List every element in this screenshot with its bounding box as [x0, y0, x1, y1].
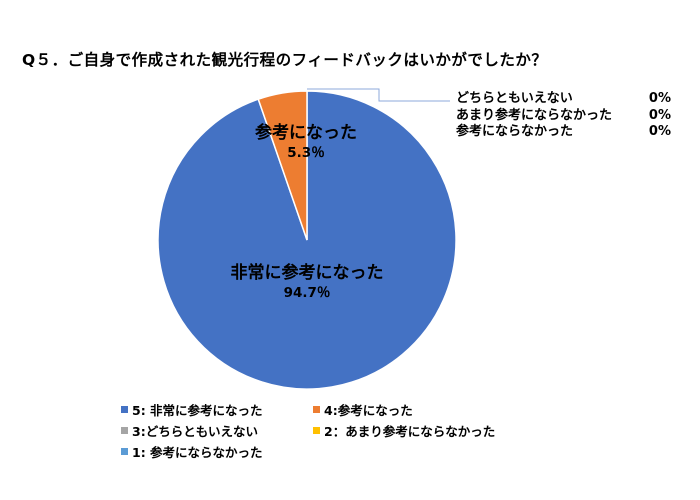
zero-label-row: どちらともいえない 0%: [456, 91, 671, 108]
legend-label: 5: 非常に参考になった: [132, 403, 263, 418]
legend-swatch-icon: [121, 406, 128, 413]
zero-label-value: 0%: [648, 124, 671, 139]
legend-item-2: 2：あまり参考にならなかった: [313, 421, 495, 440]
data-label-helpful-value: 5.3％: [287, 145, 325, 161]
pie-slice-helpful: [257, 90, 308, 241]
data-label-helpful: 参考になった 5.3％: [246, 122, 366, 162]
legend-swatch-icon: [313, 427, 320, 434]
zero-label-value: 0%: [648, 91, 671, 106]
legend-label: 3:どちらともいえない: [132, 424, 258, 439]
leader-line: [307, 88, 450, 102]
zero-label-row: あまり参考にならなかった 0%: [456, 108, 671, 125]
data-label-helpful-text: 参考になった: [255, 123, 357, 143]
data-label-very-helpful: 非常に参考になった 94.7％: [222, 262, 392, 302]
zero-label-text: あまり参考にならなかった: [456, 107, 613, 123]
data-label-very-helpful-text: 非常に参考になった: [230, 263, 384, 283]
zero-label-value: 0%: [648, 107, 671, 123]
zero-label-row: 参考にならなかった 0%: [456, 124, 671, 141]
legend-label: 2：あまり参考にならなかった: [324, 424, 496, 439]
chart-title: Q５．ご自身で作成された観光行程のフィードバックはいかがでしたか？: [22, 51, 548, 69]
legend-item-1: 1: 参考にならなかった: [121, 442, 263, 461]
zero-value-labels: どちらともいえない 0% あまり参考にならなかった 0% 参考にならなかった 0…: [456, 91, 671, 141]
legend-item-5: 5: 非常に参考になった: [121, 400, 263, 419]
legend-label: 1: 参考にならなかった: [132, 445, 263, 460]
legend-label: 4:参考になった: [324, 403, 413, 418]
legend-item-4: 4:参考になった: [313, 400, 413, 419]
legend-swatch-icon: [121, 448, 128, 455]
data-label-very-helpful-value: 94.7％: [283, 285, 331, 301]
zero-label-text: どちらともいえない: [456, 91, 573, 106]
legend-swatch-icon: [313, 406, 320, 413]
zero-label-text: 参考にならなかった: [456, 124, 574, 139]
legend-item-3: 3:どちらともいえない: [121, 421, 258, 440]
legend-swatch-icon: [121, 427, 128, 434]
